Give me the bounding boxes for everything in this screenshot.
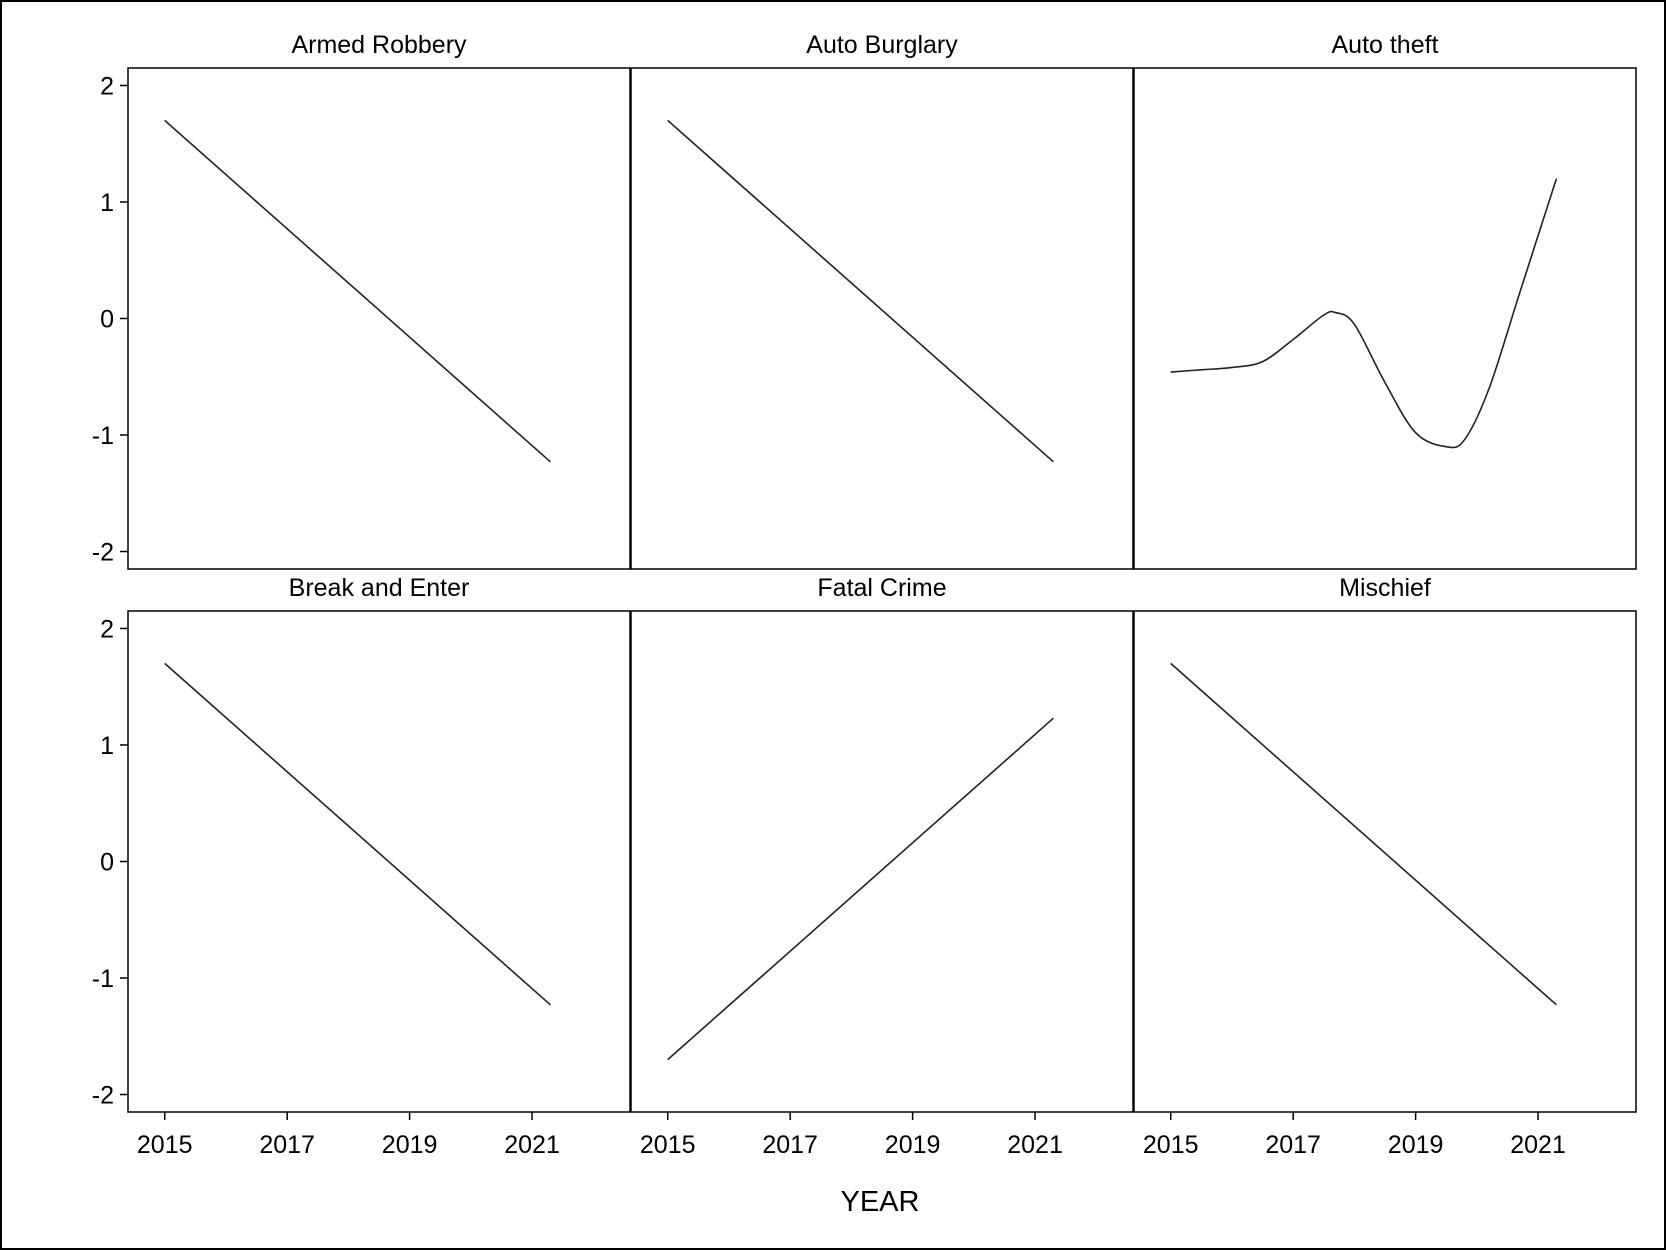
x-tick-label: 2017 [762, 1131, 818, 1159]
y-tick-label: 1 [100, 732, 114, 760]
panel-title: Break and Enter [289, 574, 470, 602]
x-tick-label: 2017 [259, 1131, 315, 1159]
panel-auto-burglary: Auto Burglary [630, 31, 1134, 570]
x-axis-label: YEAR [841, 1186, 920, 1218]
series-line-auto-theft [1170, 178, 1558, 449]
y-tick-label: -2 [92, 539, 114, 567]
y-tick-label: 1 [100, 189, 114, 217]
x-tick-label: 2019 [382, 1131, 438, 1159]
panel-title: Fatal Crime [817, 574, 946, 602]
panel-mischief: Mischief 2015 2017 2019 2021 [1133, 574, 1637, 1159]
x-tick-label: 2015 [640, 1131, 696, 1159]
x-tick-label: 2019 [1388, 1131, 1444, 1159]
panel-frame [1133, 67, 1637, 570]
panel-title: Auto theft [1331, 31, 1438, 59]
panel-auto-theft: Auto theft [1133, 31, 1637, 570]
x-tick-label: 2019 [885, 1131, 941, 1159]
x-tick-label: 2017 [1265, 1131, 1321, 1159]
panel-break-and-enter: Break and Enter 2 1 0 -1 -2 2015 2017 2019 2021 [92, 574, 631, 1159]
y-tick-label: 2 [100, 72, 114, 100]
y-tick-label: -1 [92, 422, 114, 450]
y-tick-label: 0 [100, 849, 114, 877]
series-line-break-and-enter [164, 662, 551, 1006]
panel-title: Mischief [1339, 574, 1431, 602]
y-tick-label: 2 [100, 615, 114, 643]
x-tick-label: 2021 [1510, 1131, 1566, 1159]
series-line-mischief [1170, 662, 1557, 1006]
series-line-fatal-crime [667, 717, 1054, 1061]
panel-frame [630, 610, 1134, 1113]
panel-title: Armed Robbery [291, 31, 467, 59]
x-tick-label: 2021 [1007, 1131, 1063, 1159]
panel-grid: Armed Robbery 2 1 0 -1 -2 Auto Burglary Auto th… [92, 31, 1637, 1159]
y-tick-label: -2 [92, 1082, 114, 1110]
series-line-auto-burglary [667, 119, 1054, 463]
panel-frame [1133, 610, 1637, 1113]
panel-frame [630, 67, 1134, 570]
x-tick-label: 2015 [137, 1131, 193, 1159]
y-tick-label: -1 [92, 965, 114, 993]
panel-armed-robbery: Armed Robbery 2 1 0 -1 -2 [92, 31, 631, 570]
series-line-armed-robbery [164, 119, 551, 463]
panel-title: Auto Burglary [806, 31, 958, 59]
x-tick-label: 2021 [504, 1131, 560, 1159]
panel-fatal-crime: Fatal Crime 2015 2017 2019 2021 [630, 574, 1134, 1159]
x-tick-label: 2015 [1143, 1131, 1199, 1159]
y-tick-label: 0 [100, 306, 114, 334]
